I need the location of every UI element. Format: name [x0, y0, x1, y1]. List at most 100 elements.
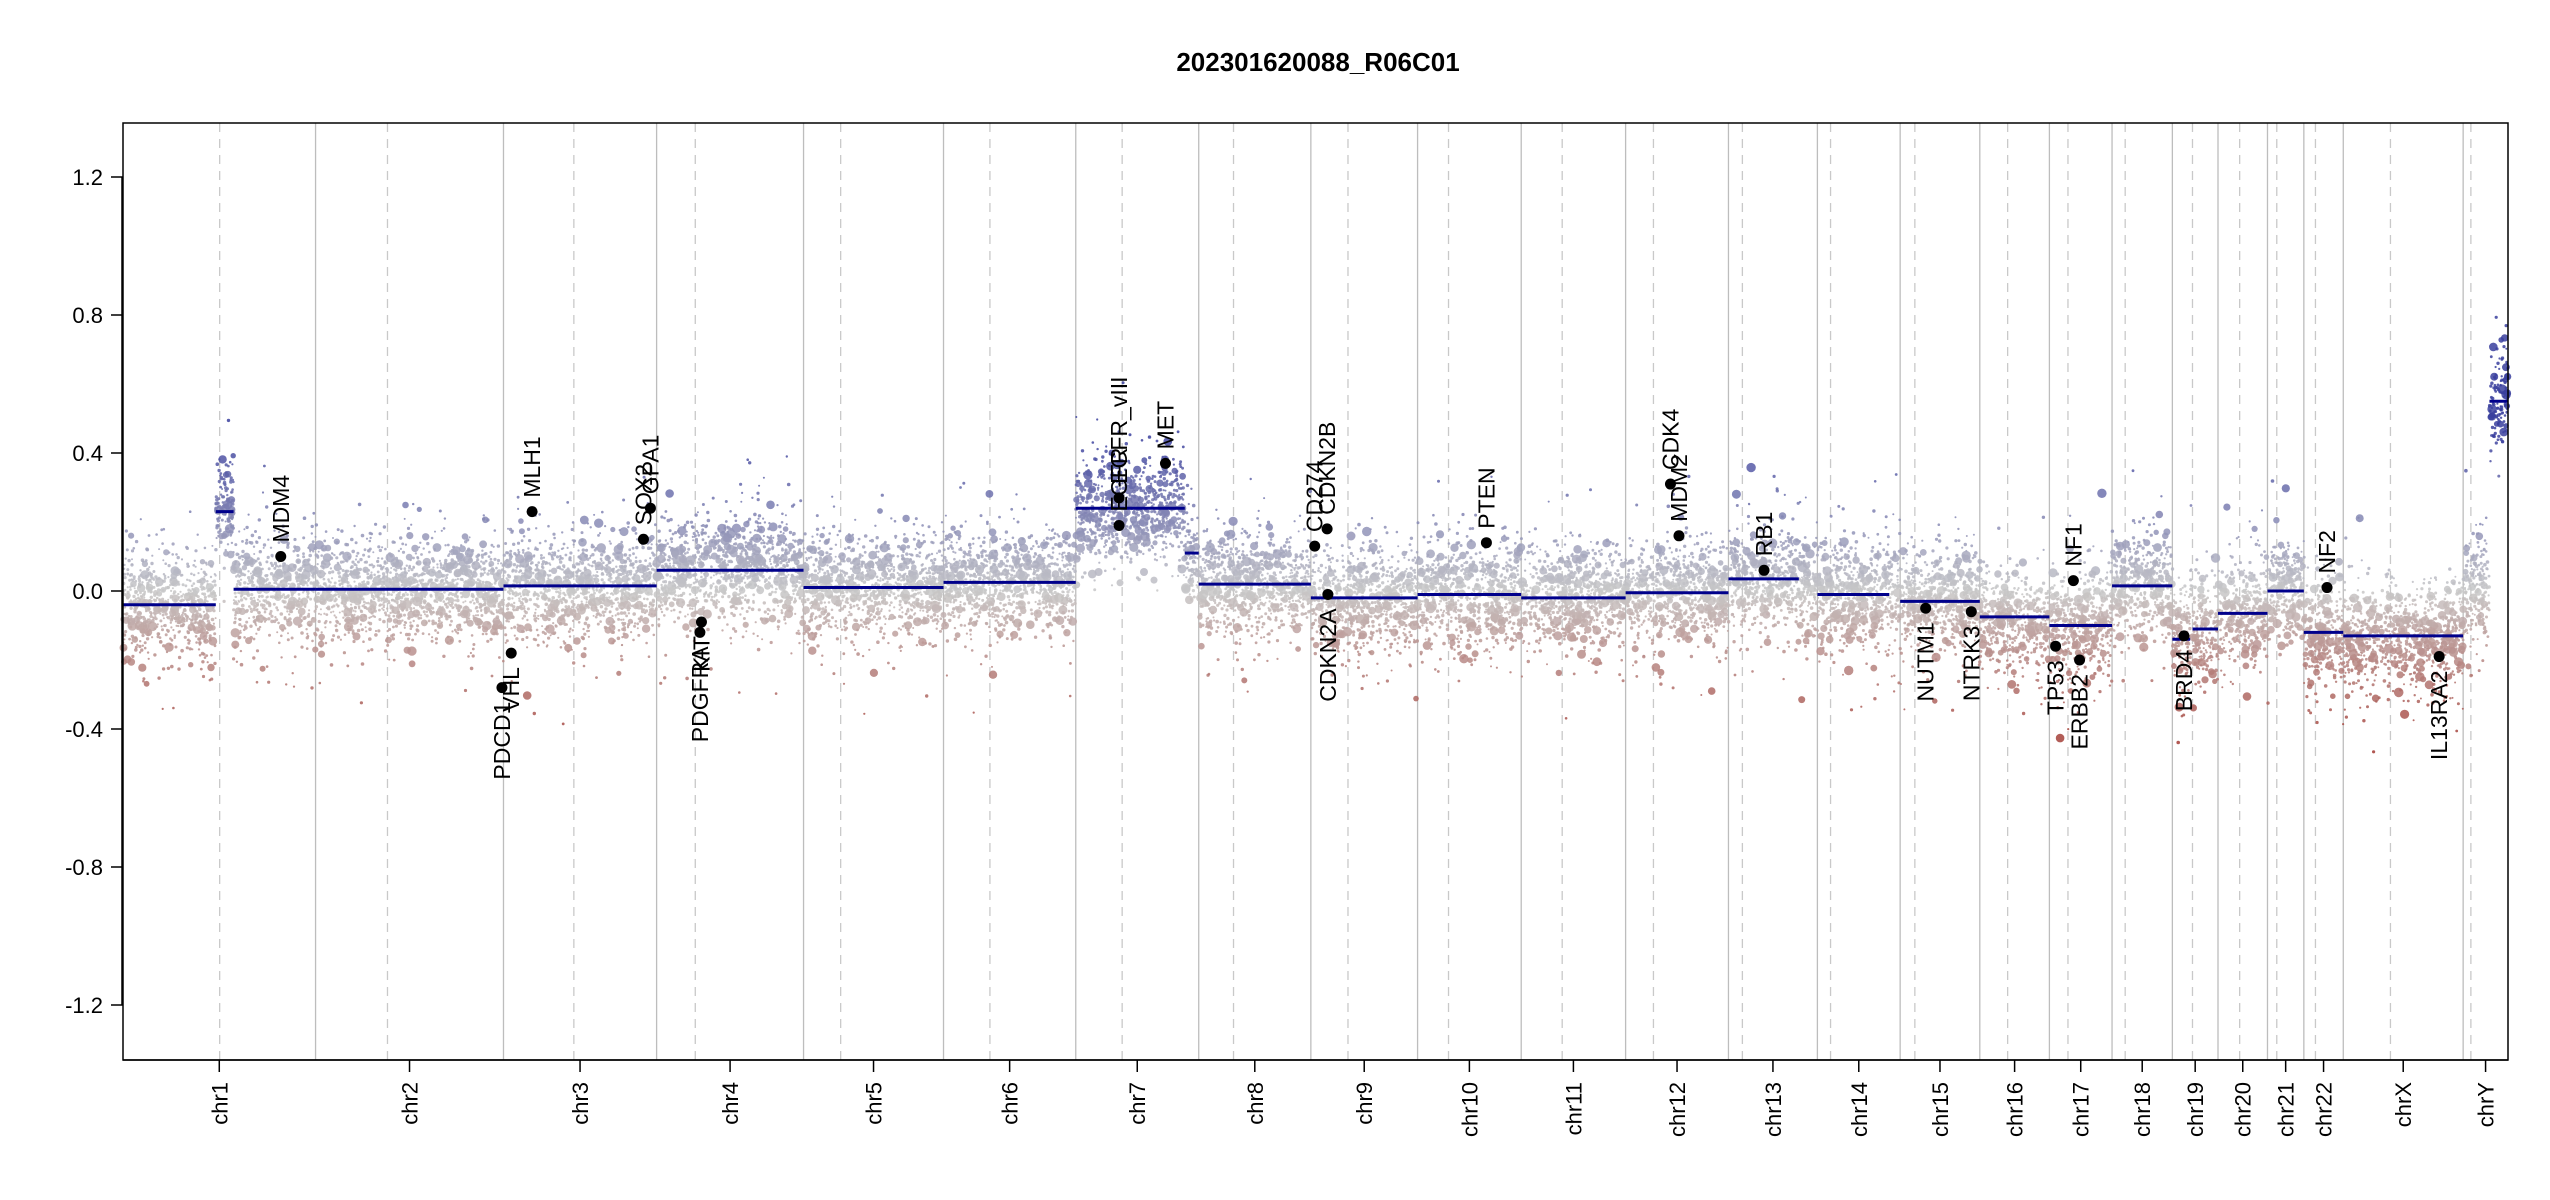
probe-point — [551, 596, 555, 600]
probe-point — [130, 641, 134, 645]
probe-point — [776, 625, 780, 629]
probe-point — [431, 619, 435, 623]
probe-point — [666, 518, 671, 523]
probe-point — [695, 547, 700, 551]
probe-point — [193, 621, 197, 625]
probe-point — [396, 559, 400, 563]
probe-point — [604, 607, 608, 611]
probe-point — [353, 605, 357, 609]
probe-point — [276, 631, 279, 634]
probe-point — [648, 605, 651, 609]
probe-point — [185, 546, 189, 551]
probe-point — [717, 546, 723, 552]
probe-point — [602, 561, 605, 565]
probe-point — [259, 665, 266, 672]
probe-point — [147, 590, 150, 593]
probe-point — [448, 623, 452, 627]
probe-point — [774, 590, 777, 594]
probe-point — [593, 513, 596, 516]
probe-point — [273, 566, 277, 570]
probe-point — [272, 602, 276, 606]
probe-point — [261, 491, 265, 494]
probe-point — [161, 597, 165, 601]
probe-point — [665, 607, 669, 611]
probe-point — [636, 622, 640, 626]
probe-point — [783, 565, 787, 569]
probe-point — [146, 567, 150, 572]
probe-point — [476, 614, 480, 617]
probe-point — [157, 676, 161, 680]
probe-point — [516, 541, 521, 545]
probe-point — [202, 592, 207, 596]
probe-point — [382, 619, 386, 624]
probe-point — [143, 596, 146, 599]
probe-point — [657, 623, 661, 627]
probe-point — [222, 566, 226, 570]
probe-point — [161, 707, 164, 711]
probe-point — [164, 612, 168, 616]
probe-point — [616, 670, 622, 676]
probe-point — [208, 636, 218, 646]
probe-point — [312, 646, 319, 653]
probe-point — [198, 631, 201, 634]
probe-point — [619, 565, 627, 573]
probe-point — [659, 681, 663, 685]
probe-point — [463, 610, 471, 619]
probe-point — [338, 622, 341, 626]
probe-point — [265, 505, 269, 509]
probe-point — [146, 651, 150, 654]
probe-point — [798, 641, 801, 645]
probe-point — [608, 624, 616, 632]
probe-point — [337, 604, 340, 607]
probe-point — [585, 616, 589, 620]
probe-point — [139, 595, 143, 598]
probe-point — [381, 603, 384, 606]
probe-point — [335, 540, 339, 545]
probe-point — [617, 572, 621, 577]
probe-point — [175, 553, 178, 556]
probe-point — [286, 545, 290, 549]
probe-point — [533, 590, 536, 594]
probe-point — [555, 555, 560, 559]
probe-point — [497, 593, 501, 598]
probe-point — [544, 627, 548, 631]
probe-point — [332, 610, 335, 613]
probe-point — [328, 584, 331, 587]
probe-point — [367, 550, 370, 552]
probe-point — [285, 683, 288, 686]
probe-point — [602, 587, 606, 590]
probe-point — [747, 606, 751, 610]
probe-point — [477, 625, 481, 629]
probe-point — [726, 623, 729, 626]
probe-point — [697, 533, 701, 537]
probe-point — [781, 512, 784, 516]
probe-point — [346, 664, 350, 668]
probe-point — [132, 547, 136, 550]
probe-point — [482, 514, 485, 517]
probe-point — [123, 655, 132, 664]
probe-point — [587, 591, 591, 594]
probe-point — [510, 530, 514, 534]
probe-point — [217, 479, 221, 484]
probe-point — [786, 482, 791, 487]
probe-point — [404, 591, 407, 594]
probe-point — [412, 502, 415, 506]
probe-point — [372, 582, 375, 586]
probe-point — [244, 541, 249, 545]
probe-point — [143, 646, 147, 650]
probe-point — [403, 613, 406, 617]
probe-point — [337, 595, 341, 598]
probe-point — [431, 636, 434, 639]
probe-point — [707, 594, 711, 598]
probe-point — [280, 634, 283, 638]
probe-point — [612, 620, 616, 624]
probe-point — [238, 530, 241, 533]
probe-point — [752, 593, 756, 597]
probe-point — [155, 596, 159, 600]
probe-point — [187, 641, 191, 645]
probe-point — [570, 599, 575, 604]
probe-point — [464, 572, 469, 576]
probe-point — [436, 622, 444, 629]
probe-point — [518, 597, 521, 600]
probe-point — [290, 636, 294, 640]
